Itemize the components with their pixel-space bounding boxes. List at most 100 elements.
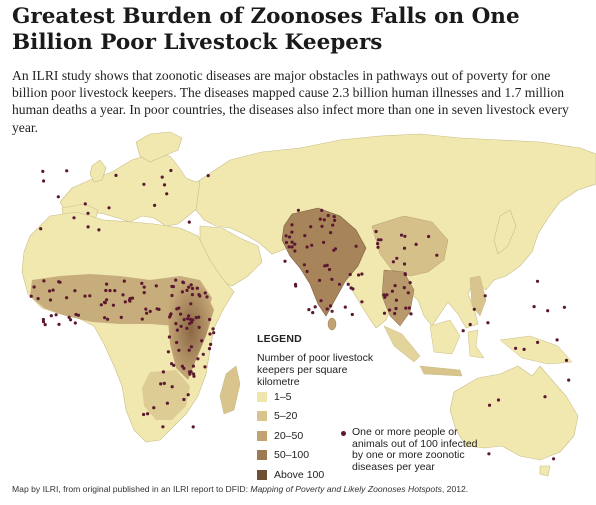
zoonoses-dot (403, 273, 407, 277)
zoonoses-dot (49, 314, 53, 318)
zoonoses-dot (376, 245, 380, 249)
zoonoses-dot (192, 374, 196, 378)
zoonoses-dot (333, 247, 337, 251)
legend-class: 5–20 (257, 407, 324, 427)
zoonoses-dot (486, 321, 490, 325)
zoonoses-dot (346, 282, 350, 286)
zoonoses-dot (146, 412, 150, 416)
zoonoses-dot (41, 320, 46, 324)
japan (493, 209, 517, 255)
zoonoses-dot (532, 305, 536, 309)
zoonoses-dot (187, 220, 191, 224)
zoonoses-dot (74, 312, 78, 317)
zoonoses-dot (195, 286, 199, 290)
zoonoses-dot (142, 285, 146, 289)
zoonoses-dot (360, 272, 364, 276)
legend-swatch (257, 469, 267, 480)
zoonoses-dot (311, 311, 315, 315)
borneo (429, 319, 461, 355)
zoonoses-dot (326, 213, 330, 218)
zoonoses-dot (73, 321, 77, 325)
zoonoses-dot (104, 288, 108, 293)
zoonoses-dot (83, 202, 87, 206)
zoonoses-dot (207, 347, 212, 351)
zoonoses-dot (394, 306, 398, 311)
map-legend: LEGEND Number of poor livestock keepers … (257, 333, 497, 481)
java (419, 365, 463, 377)
zoonoses-dot (514, 346, 518, 350)
madagascar (219, 365, 241, 415)
zoonoses-dot (555, 338, 559, 342)
zoonoses-dot (185, 288, 189, 292)
zoonoses-dot (153, 203, 157, 207)
zoonoses-dot (536, 340, 540, 344)
zoonoses-dot (406, 291, 410, 295)
legend-swatch (257, 430, 267, 441)
zoonoses-dot (170, 284, 174, 289)
zoonoses-dot (483, 294, 487, 298)
legend-class-label: 20–50 (274, 429, 304, 442)
legend-class-label: 1–5 (274, 390, 292, 403)
zoonoses-dot (179, 324, 183, 328)
zoonoses-dot (320, 208, 324, 212)
zoonoses-dot (393, 311, 397, 316)
zoonoses-dot (180, 290, 184, 294)
zoonoses-dot (357, 273, 361, 277)
zoonoses-dot (172, 363, 176, 367)
zoonoses-dot (194, 316, 198, 320)
zoonoses-dot (313, 305, 317, 309)
zoonoses-dot (385, 293, 389, 297)
zoonoses-dot (290, 230, 294, 234)
zoonoses-dot (160, 175, 164, 179)
zoonoses-dot (393, 284, 397, 288)
credit-suffix: , 2012. (441, 484, 469, 494)
zoonoses-dot (29, 294, 33, 298)
zoonoses-dot (399, 233, 404, 237)
zoonoses-dot (162, 183, 167, 187)
zoonoses-dot (170, 293, 174, 298)
legend-dot-note: One or more people or animals out of 100… (341, 426, 481, 473)
legend-class: 1–5 (257, 387, 324, 407)
zoonoses-dot (189, 283, 193, 287)
zoonoses-dot (48, 289, 52, 293)
zoonoses-dot (343, 305, 347, 309)
zoonoses-dot (56, 195, 60, 199)
zoonoses-dot (42, 179, 46, 183)
zoonoses-dot (142, 182, 146, 186)
zoonoses-dot (201, 352, 205, 356)
zoonoses-dot (97, 228, 101, 232)
zoonoses-dot (325, 307, 329, 311)
zoonoses-dot (177, 348, 181, 352)
sumatra (383, 325, 421, 363)
zoonoses-dot (206, 174, 210, 178)
zoonoses-dot (333, 218, 337, 222)
zoonoses-dot (351, 287, 355, 291)
australia (449, 365, 579, 461)
legend-description: Number of poor livestock keepers per squ… (257, 352, 374, 388)
zoonoses-dot (402, 286, 406, 290)
zoonoses-dot (543, 395, 547, 399)
legend-swatch (257, 411, 267, 422)
zoonoses-dot (322, 240, 326, 244)
legend-class: 20–50 (257, 426, 324, 446)
zoonoses-dot (562, 305, 567, 309)
zoonoses-dot (322, 218, 326, 222)
legend-classes: 1–5 5–20 20–50 50–100 Above 100 (257, 387, 324, 485)
legend-dot-icon (341, 431, 346, 436)
zoonoses-dot (76, 313, 80, 317)
zoonoses-dot (283, 259, 287, 263)
zoonoses-dot (186, 317, 190, 321)
zoonoses-dot (391, 260, 395, 264)
credit-prefix: Map by ILRI, from original published in … (12, 484, 251, 494)
zoonoses-dot (305, 269, 309, 274)
zoonoses-dot (209, 342, 213, 346)
zoonoses-dot (211, 327, 215, 331)
sulawesi (467, 329, 485, 359)
zoonoses-dot (142, 291, 146, 295)
legend-class-label: 5–20 (274, 410, 298, 423)
zoonoses-dot (296, 208, 300, 212)
zoonoses-dot (72, 216, 76, 220)
zoonoses-dot (203, 365, 207, 369)
zoonoses-dot (123, 300, 127, 304)
zoonoses-dot (187, 285, 191, 289)
